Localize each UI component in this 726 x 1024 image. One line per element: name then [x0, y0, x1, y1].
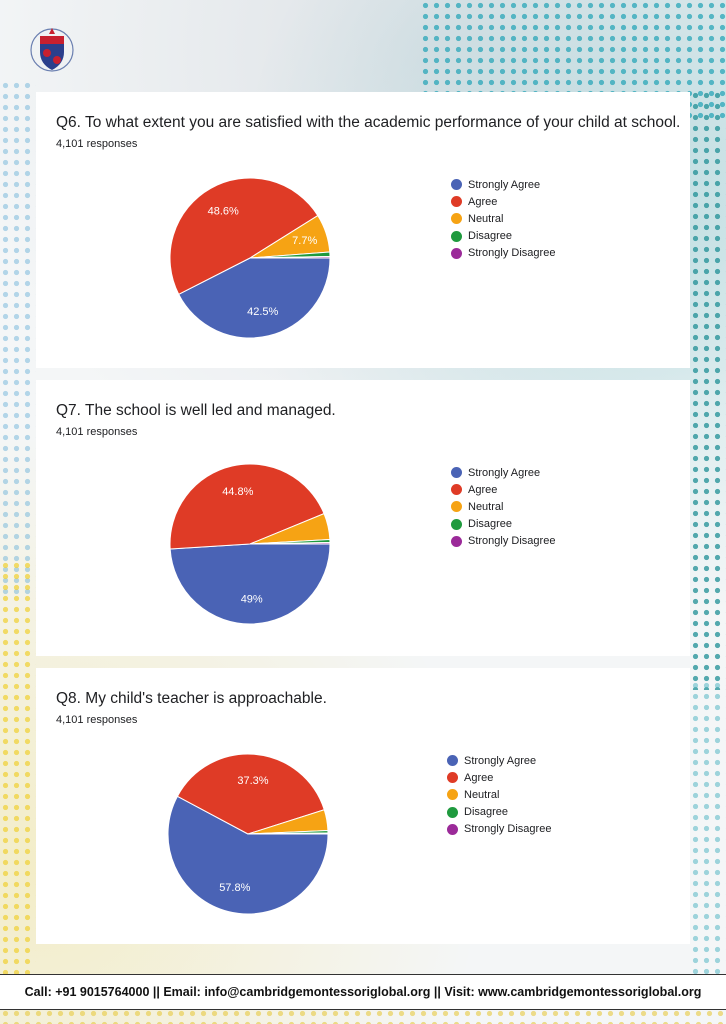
pie-label-strongly-agree: 42.5% — [247, 306, 278, 318]
school-crest-icon — [30, 28, 74, 72]
legend-item-neutral: Neutral — [447, 786, 551, 803]
legend-swatch — [447, 823, 458, 835]
legend-item-agree: Agree — [451, 481, 555, 498]
legend-item-disagree: Disagree — [447, 804, 551, 821]
chart-title: Q7. The school is well led and managed. — [56, 402, 336, 419]
response-count: 4,101 responses — [56, 138, 138, 150]
legend-swatch — [447, 789, 458, 801]
dot-pattern-left — [0, 80, 36, 600]
dot-pattern-bottom-strip — [0, 1008, 726, 1024]
pie-label-agree: 48.6% — [208, 206, 239, 218]
pie-label-strongly-agree: 49% — [241, 593, 263, 605]
pie-slice-strongly-agree — [167, 795, 329, 915]
chart-card-q7: Q7. The school is well led and managed. … — [36, 380, 690, 656]
pie-slice-agree — [169, 177, 319, 295]
legend-swatch — [451, 213, 462, 225]
legend-item-agree: Agree — [451, 193, 555, 210]
pie-slice-strongly-agree — [178, 257, 331, 339]
legend-swatch — [447, 806, 458, 818]
legend-swatch — [451, 230, 462, 242]
pie-chart: 49% 44.8% — [169, 463, 331, 625]
response-count: 4,101 responses — [56, 426, 138, 438]
legend-swatch — [451, 196, 462, 208]
legend-swatch — [451, 518, 462, 530]
chart-card-q8: Q8. My child's teacher is approachable. … — [36, 668, 690, 944]
pie-label-strongly-agree: 57.8% — [219, 882, 250, 894]
legend-swatch — [451, 467, 462, 479]
legend-item-neutral: Neutral — [451, 498, 555, 515]
chart-title: Q8. My child's teacher is approachable. — [56, 690, 327, 707]
chart-legend: Strongly Agree Agree Neutral Disagree St… — [447, 752, 551, 838]
pie-chart: 57.8% 37.3% — [167, 753, 329, 915]
pie-slice-strongly-agree — [169, 543, 331, 625]
legend-swatch — [451, 501, 462, 513]
legend-item-disagree: Disagree — [451, 228, 555, 245]
legend-item-strongly-disagree: Strongly Disagree — [451, 245, 555, 262]
pie-label-agree: 44.8% — [222, 486, 253, 498]
dot-pattern-bottom-left — [0, 560, 36, 974]
contact-footer: Call: +91 9015764000 || Email: info@camb… — [0, 974, 726, 1010]
response-count: 4,101 responses — [56, 714, 138, 726]
pie-slice-agree — [169, 463, 325, 550]
legend-swatch — [451, 484, 462, 496]
pie-label-agree: 37.3% — [237, 775, 268, 787]
footer-contact-text: Call: +91 9015764000 || Email: info@camb… — [24, 985, 702, 999]
chart-legend: Strongly Agree Agree Neutral Disagree St… — [451, 464, 555, 550]
legend-swatch — [451, 179, 462, 191]
legend-swatch — [451, 247, 462, 259]
pie-slice-strongly-disagree — [247, 832, 329, 835]
legend-item-strongly-agree: Strongly Agree — [447, 752, 551, 769]
dot-pattern-bottom-right — [690, 680, 726, 974]
legend-item-strongly-agree: Strongly Agree — [451, 176, 555, 193]
chart-card-q6: Q6. To what extent you are satisfied wit… — [36, 92, 690, 368]
chart-title: Q6. To what extent you are satisfied wit… — [56, 114, 681, 131]
legend-item-disagree: Disagree — [451, 516, 555, 533]
dot-pattern-right — [690, 90, 726, 690]
legend-swatch — [447, 772, 458, 784]
pie-chart: 42.5% 48.6% 7.7% — [169, 177, 331, 339]
legend-item-strongly-disagree: Strongly Disagree — [447, 821, 551, 838]
legend-item-agree: Agree — [447, 769, 551, 786]
chart-legend: Strongly Agree Agree Neutral Disagree St… — [451, 176, 555, 262]
legend-item-strongly-agree: Strongly Agree — [451, 464, 555, 481]
pie-slice-strongly-disagree — [249, 541, 331, 545]
pie-slice-agree — [176, 753, 325, 835]
pie-label-neutral: 7.7% — [292, 235, 317, 247]
legend-swatch — [451, 535, 462, 547]
legend-swatch — [447, 755, 458, 767]
legend-item-neutral: Neutral — [451, 210, 555, 227]
pie-slice-strongly-disagree — [249, 255, 331, 259]
legend-item-strongly-disagree: Strongly Disagree — [451, 533, 555, 550]
